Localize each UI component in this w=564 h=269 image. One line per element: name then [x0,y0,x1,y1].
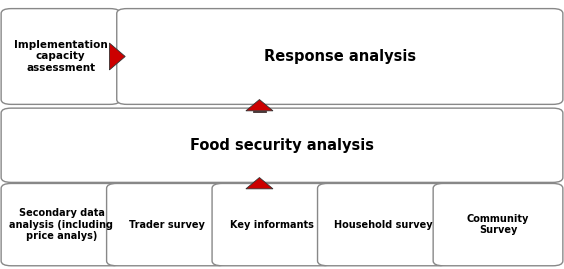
Text: Secondary data
analysis (including
price analys): Secondary data analysis (including price… [10,208,113,241]
Text: Key informants: Key informants [231,220,314,230]
FancyBboxPatch shape [433,183,563,266]
FancyBboxPatch shape [253,111,266,112]
FancyBboxPatch shape [107,183,227,266]
FancyBboxPatch shape [1,108,563,182]
Text: Response analysis: Response analysis [264,49,416,64]
Polygon shape [246,100,273,111]
Text: Implementation
capacity
assessment: Implementation capacity assessment [14,40,108,73]
Polygon shape [246,178,273,189]
Polygon shape [109,43,125,70]
Text: Food security analysis: Food security analysis [190,138,374,153]
Text: Community
Survey: Community Survey [467,214,529,235]
FancyBboxPatch shape [1,183,122,266]
Text: Trader survey: Trader survey [129,220,205,230]
FancyBboxPatch shape [212,183,333,266]
FancyBboxPatch shape [318,183,448,266]
Text: Household survey: Household survey [334,220,432,230]
FancyBboxPatch shape [117,9,563,104]
FancyBboxPatch shape [1,9,120,104]
